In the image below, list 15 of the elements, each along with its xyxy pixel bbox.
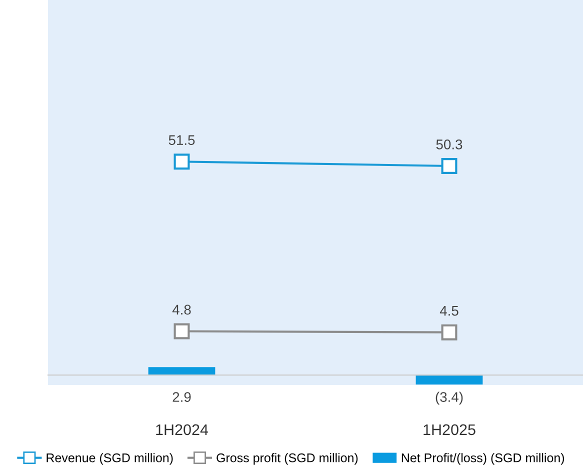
data-label: 51.5 — [168, 135, 195, 145]
x-tick-label: 1H2024 — [156, 424, 208, 436]
data-label: 4.5 — [440, 306, 458, 316]
x-tick-label: 1H2025 — [424, 424, 476, 436]
legend-label: Net Profit/(loss) (SGD million) — [402, 453, 564, 465]
legend-label: Revenue (SGD million) — [46, 453, 173, 465]
point — [441, 324, 458, 340]
legend-label: Gross profit (SGD million) — [216, 453, 358, 465]
point — [174, 154, 190, 170]
data-label: 2.9 — [172, 392, 191, 402]
data-label: 4.8 — [172, 304, 191, 315]
data-label: 50.3 — [436, 140, 462, 150]
point — [441, 158, 458, 174]
data-label: (3.4) — [436, 392, 463, 405]
point — [174, 323, 190, 340]
